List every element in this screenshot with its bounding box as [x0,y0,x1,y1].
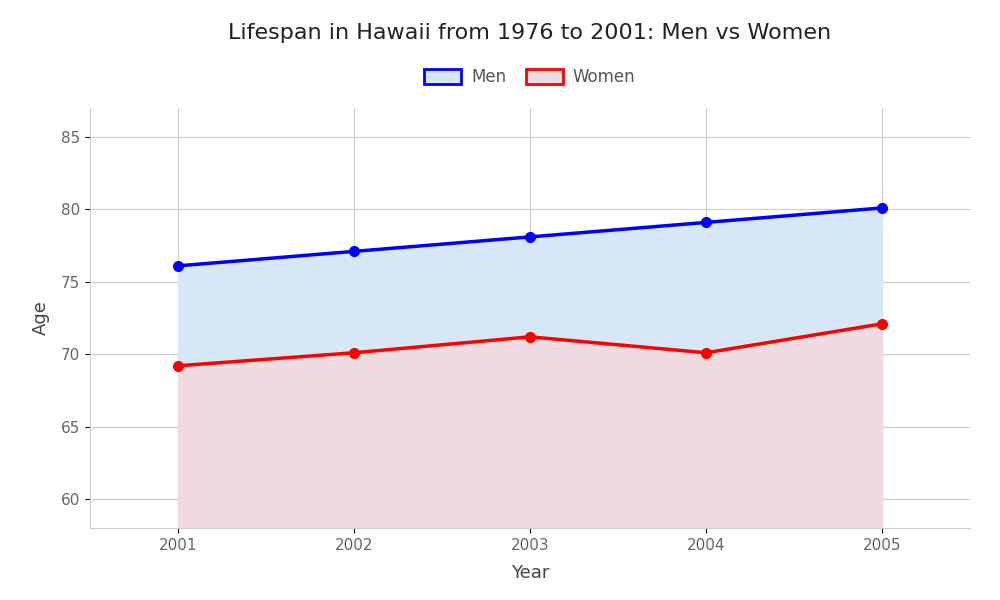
X-axis label: Year: Year [511,564,549,582]
Y-axis label: Age: Age [32,301,50,335]
Title: Lifespan in Hawaii from 1976 to 2001: Men vs Women: Lifespan in Hawaii from 1976 to 2001: Me… [228,23,832,43]
Legend: Men, Women: Men, Women [418,62,642,93]
